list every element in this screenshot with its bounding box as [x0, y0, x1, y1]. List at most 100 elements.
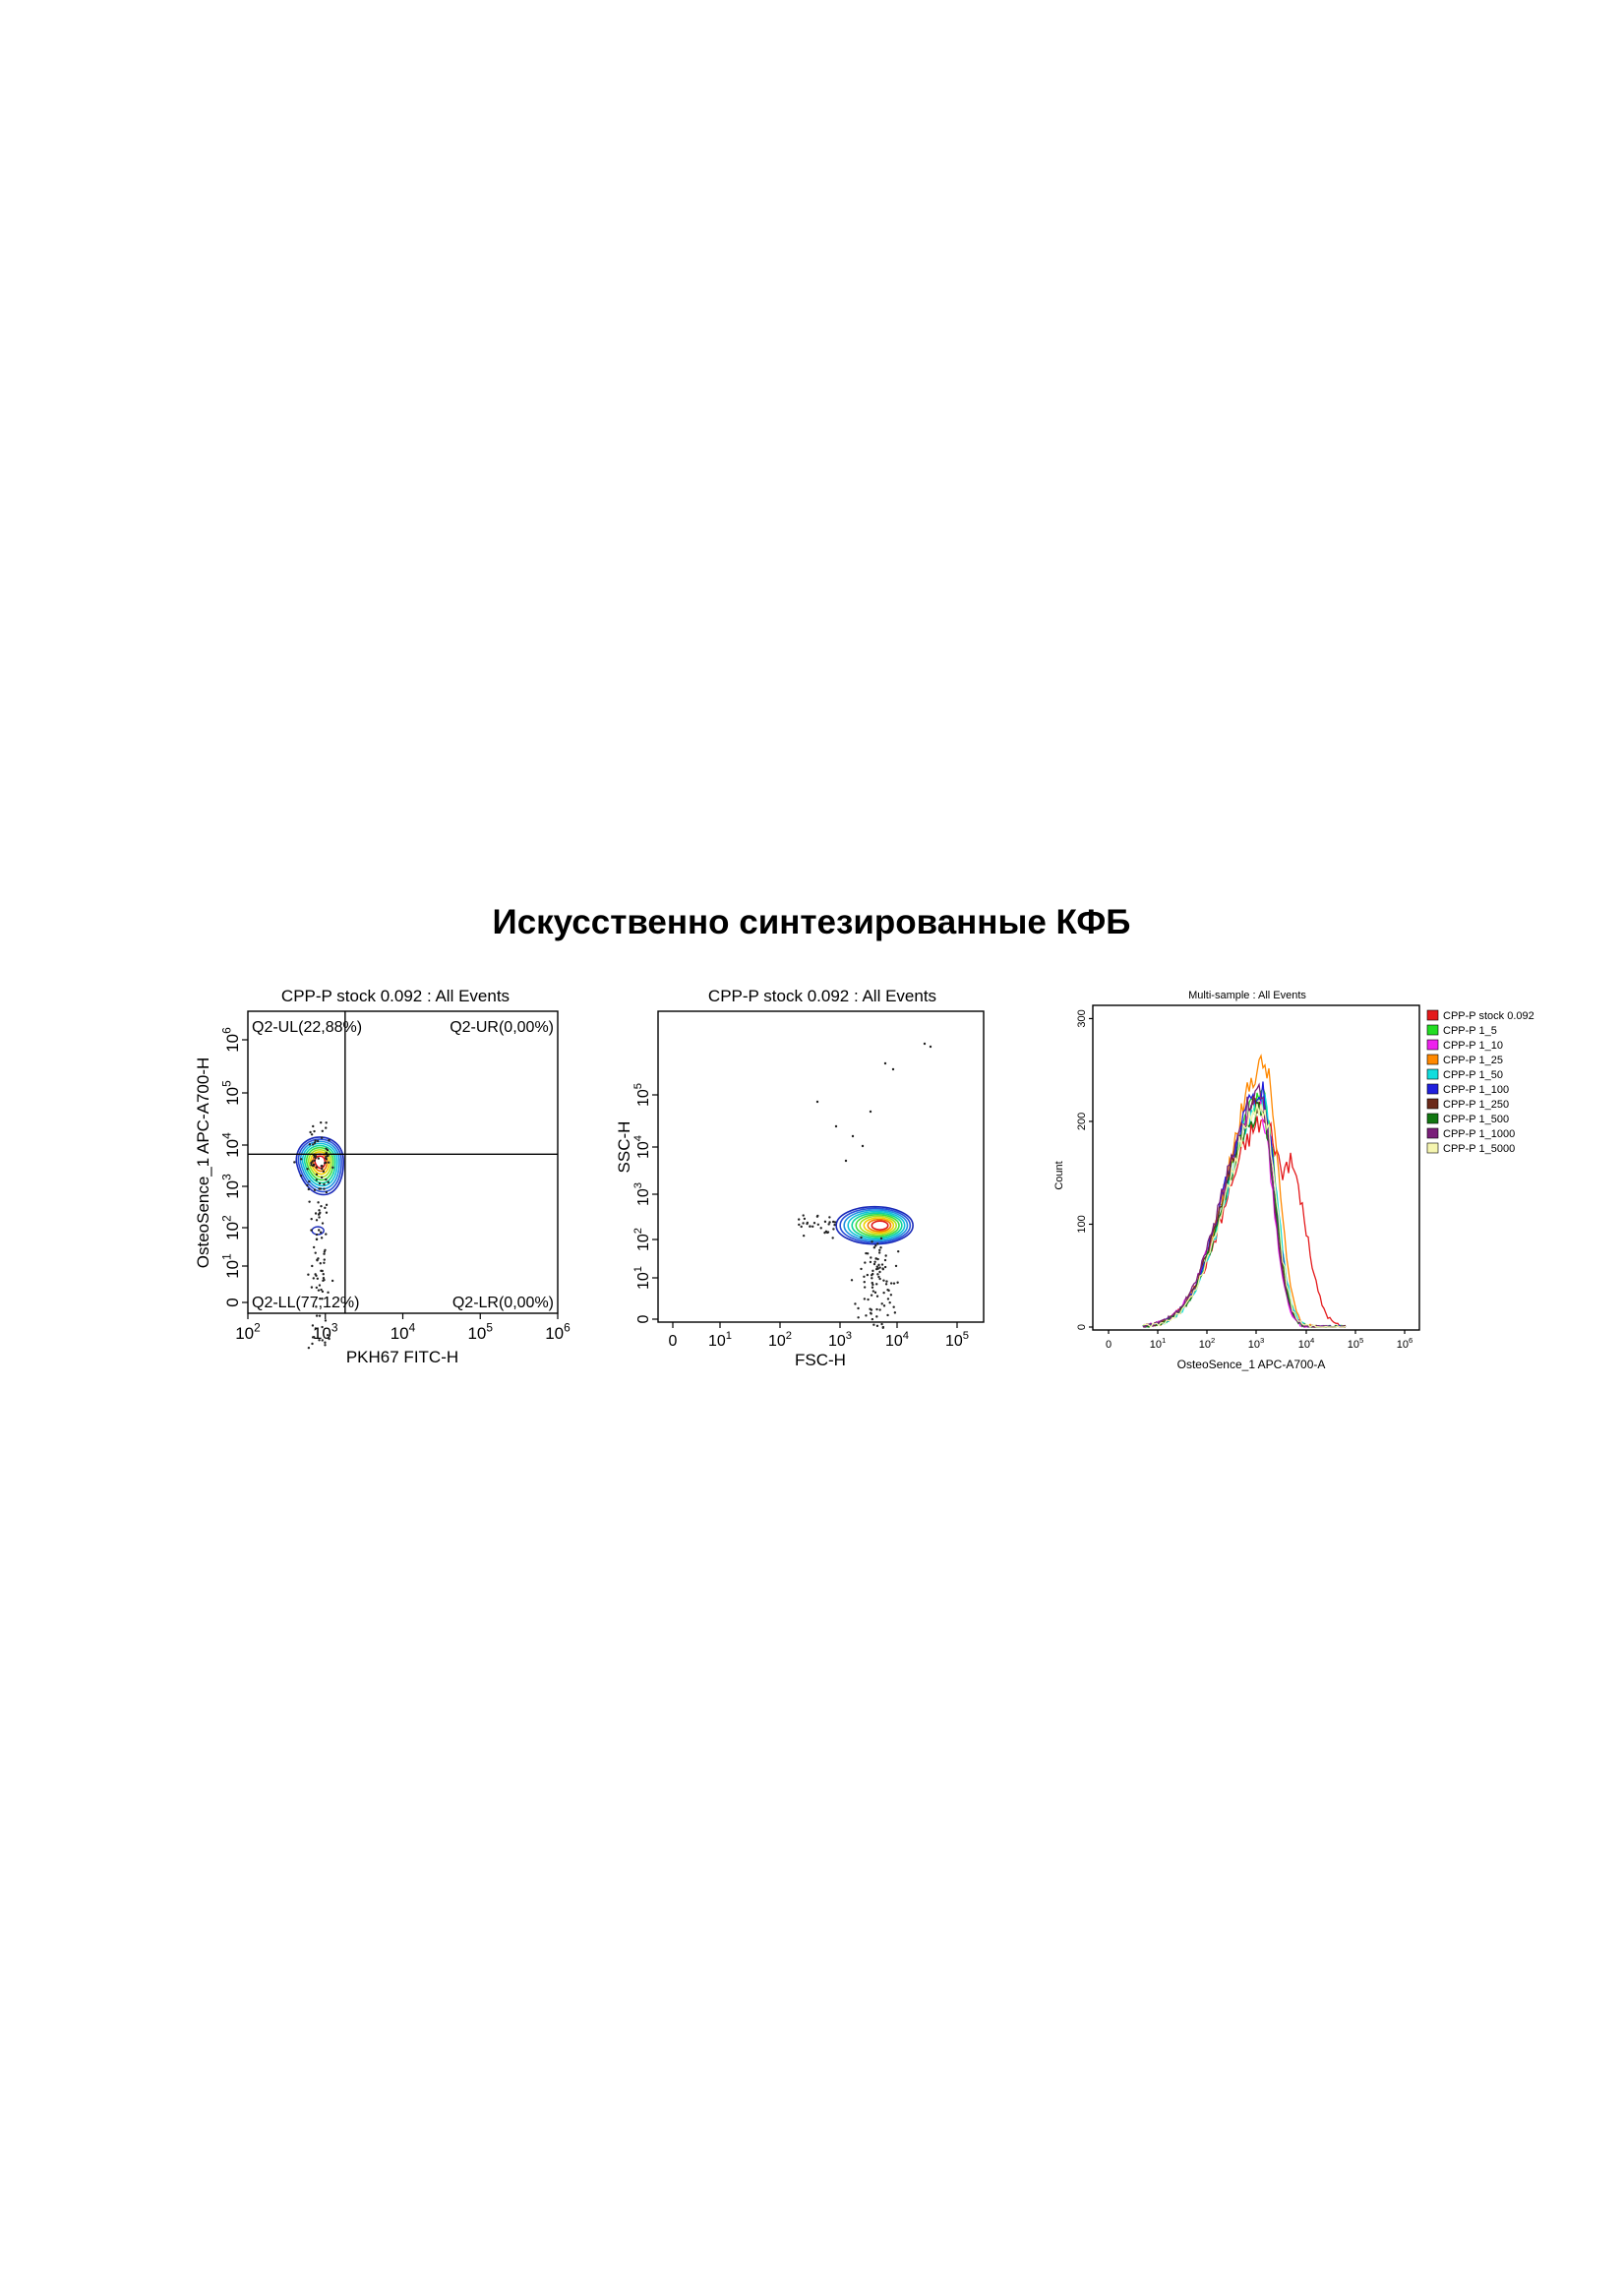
- plot2-event-dot: [802, 1234, 806, 1238]
- plot1-event-dot: [310, 1164, 313, 1167]
- plot1-contour-level: [301, 1142, 338, 1187]
- plot1-event-dot: [327, 1180, 330, 1184]
- plot2-event-dot: [851, 1134, 855, 1138]
- plot3-x-tick-label: 105: [1348, 1336, 1364, 1351]
- plot1-event-dot: [324, 1341, 327, 1344]
- plot1-event-dot: [331, 1166, 334, 1170]
- plot2-title: CPP-P stock 0.092 : All Events: [708, 987, 936, 1005]
- plot1-event-dot: [318, 1314, 322, 1317]
- plot2-event-dot: [886, 1298, 890, 1300]
- plot2-contour-level: [863, 1217, 895, 1235]
- plot2-event-dot: [860, 1267, 863, 1271]
- plot2-event-dot: [870, 1274, 873, 1277]
- plot2-event-dot: [883, 1061, 887, 1065]
- plot2-event-dot: [871, 1240, 873, 1243]
- plot2-event-dot: [878, 1266, 881, 1269]
- plot2-event-dot: [876, 1257, 879, 1261]
- plot3-y-label: Count: [1053, 1161, 1065, 1189]
- plot2-contour-level: [859, 1215, 898, 1236]
- plot2-event-dot: [881, 1267, 884, 1270]
- plot3-title: Multi-sample : All Events: [1188, 990, 1306, 1001]
- plot2-y-tick-label: 101: [632, 1266, 652, 1290]
- histogram-series-curve: [1143, 1054, 1346, 1328]
- plot2-event-dot: [879, 1237, 883, 1240]
- plot1-event-dot: [312, 1143, 315, 1146]
- plot1-event-dot: [324, 1206, 327, 1210]
- plot1-event-dot: [310, 1217, 313, 1221]
- plot1-x-tick-label: 105: [467, 1320, 493, 1343]
- plot2-contour-level: [871, 1220, 889, 1231]
- plot1-event-dot: [319, 1297, 322, 1300]
- plot3-frame: [1092, 1004, 1420, 1331]
- plot2-event-dot: [875, 1265, 878, 1268]
- plot1-event-dot: [319, 1262, 322, 1265]
- plot3-x-tick-label: 106: [1397, 1336, 1413, 1351]
- legend-swatch: [1426, 1039, 1439, 1051]
- legend-entry: CPP-P 1_500: [1443, 1114, 1509, 1125]
- plot1-event-dot: [320, 1204, 323, 1208]
- plot2-event-dot: [864, 1261, 867, 1264]
- histogram-series-curve: [1142, 1094, 1347, 1328]
- plot2-event-dot: [891, 1067, 895, 1071]
- plot3-legend: CPP-P stock 0.092 CPP-P 1_5 CPP-P 1_10 CPP-…: [1426, 1009, 1534, 1155]
- plot2-event-dot: [870, 1294, 873, 1297]
- plot1-event-dot: [313, 1129, 316, 1133]
- plot1-event-dot: [318, 1284, 322, 1287]
- plot2-event-dot: [889, 1294, 893, 1297]
- legend-swatch: [1426, 1083, 1439, 1095]
- plot2-event-dot: [806, 1221, 810, 1225]
- plot2-y-tick-label: 104: [632, 1135, 652, 1159]
- plot2-event-dot: [882, 1291, 885, 1295]
- plot1-event-dot: [312, 1245, 316, 1249]
- plot2-event-dot: [888, 1301, 891, 1304]
- plot1-event-dot: [324, 1344, 327, 1347]
- plot1-event-dot: [323, 1258, 326, 1261]
- plot2-x-tick-label: 103: [828, 1330, 852, 1350]
- plot2-event-dot: [882, 1279, 885, 1282]
- plot1-event-dot: [314, 1327, 318, 1330]
- plot2-event-dot: [875, 1283, 878, 1286]
- plot2-event-dot: [857, 1306, 860, 1310]
- plot2-event-dot: [872, 1323, 875, 1326]
- plot1-event-dot: [311, 1342, 314, 1346]
- plot2-event-dot: [812, 1222, 816, 1225]
- plot1-x-label: PKH67 FITC-H: [346, 1348, 458, 1366]
- plot1-event-dot: [316, 1259, 319, 1262]
- plot2-contour-level: [839, 1207, 912, 1243]
- plot1-event-dot: [314, 1273, 317, 1276]
- plot2-x-tick-label: 101: [708, 1330, 732, 1350]
- plot2-event-dot: [861, 1144, 865, 1148]
- plot1-x-tick-label: 104: [391, 1320, 416, 1343]
- plot2-event-dot: [869, 1260, 872, 1264]
- plot2-event-dot: [875, 1315, 878, 1318]
- plot1-event-dot: [308, 1143, 312, 1146]
- plot2-event-dot: [863, 1275, 866, 1279]
- plot1-y-tick-label: 101: [219, 1253, 242, 1279]
- plot3-curves: [1142, 1054, 1347, 1328]
- plot2-event-dot: [872, 1246, 876, 1249]
- plot1-event-dot: [307, 1273, 310, 1276]
- histogram-series-curve: [1142, 1101, 1347, 1328]
- plot2-x-axis: 0 101 102 103 104 105: [669, 1322, 969, 1350]
- plot2-event-dot: [872, 1283, 874, 1287]
- plot3-x-axis: 0 101 102 103 104 105 106: [1106, 1330, 1413, 1351]
- plot1-event-dot: [323, 1250, 327, 1253]
- plot1-event-dot: [315, 1233, 319, 1237]
- plot1-event-dot: [325, 1126, 328, 1129]
- plot2-event-dot: [809, 1225, 812, 1228]
- plot1-event-dot: [322, 1276, 326, 1280]
- plot1-contour-level: [295, 1136, 344, 1196]
- plot2-event-dot: [825, 1231, 829, 1235]
- plot1-event-dot: [318, 1187, 321, 1190]
- plot2-event-dot: [860, 1236, 863, 1239]
- plot2-contour-level: [851, 1212, 903, 1239]
- plot2-event-dot: [863, 1286, 867, 1289]
- plot2-event-dot: [833, 1223, 836, 1227]
- plot2-event-dot: [872, 1269, 874, 1273]
- plot1-event-dot: [315, 1314, 319, 1317]
- plot2-y-label: SSC-H: [615, 1121, 633, 1174]
- plot2-event-dot: [815, 1100, 819, 1104]
- plot1-event-dot: [317, 1213, 321, 1216]
- plot2-event-dot: [893, 1311, 897, 1314]
- legend-swatch: [1426, 1054, 1439, 1065]
